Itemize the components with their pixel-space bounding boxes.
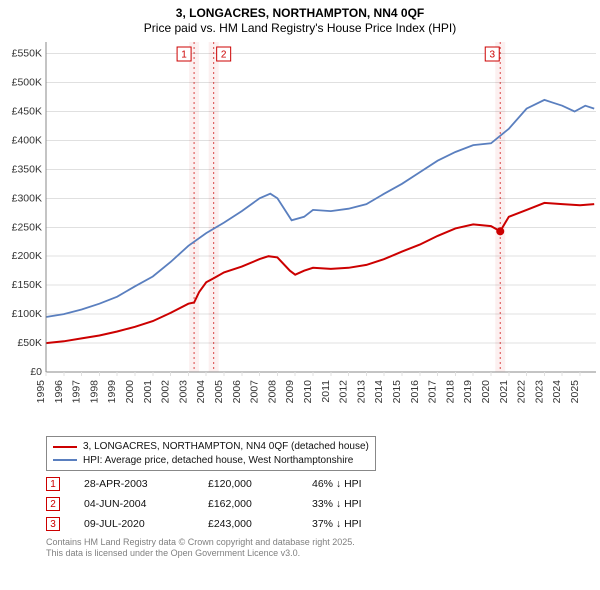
event-row-2: 2 04-JUN-2004 £162,000 33% ↓ HPI	[46, 497, 600, 511]
svg-text:2022: 2022	[516, 380, 528, 404]
svg-text:2005: 2005	[213, 380, 225, 404]
svg-text:2012: 2012	[338, 380, 350, 404]
title-line-1: 3, LONGACRES, NORTHAMPTON, NN4 0QF	[0, 6, 600, 21]
svg-text:2013: 2013	[355, 380, 367, 404]
event-delta-3: 37% ↓ HPI	[312, 518, 362, 530]
event-price-2: £162,000	[208, 498, 288, 510]
svg-text:2: 2	[221, 50, 227, 61]
event-price-1: £120,000	[208, 478, 288, 490]
svg-text:3: 3	[489, 50, 495, 61]
event-marker-1: 1	[46, 477, 60, 491]
event-price-3: £243,000	[208, 518, 288, 530]
svg-text:2003: 2003	[177, 380, 189, 404]
svg-text:2019: 2019	[462, 380, 474, 404]
event-row-3: 3 09-JUL-2020 £243,000 37% ↓ HPI	[46, 517, 600, 531]
event-marker-2: 2	[46, 497, 60, 511]
svg-text:2018: 2018	[444, 380, 456, 404]
svg-text:£450K: £450K	[12, 105, 42, 117]
svg-text:2006: 2006	[231, 380, 243, 404]
legend-text-2: HPI: Average price, detached house, West…	[83, 454, 353, 468]
legend-row-2: HPI: Average price, detached house, West…	[53, 454, 369, 468]
svg-text:£150K: £150K	[12, 279, 42, 291]
event-marker-3: 3	[46, 517, 60, 531]
event-delta-2: 33% ↓ HPI	[312, 498, 362, 510]
events-table: 1 28-APR-2003 £120,000 46% ↓ HPI 2 04-JU…	[46, 477, 600, 531]
legend-row-1: 3, LONGACRES, NORTHAMPTON, NN4 0QF (deta…	[53, 440, 369, 454]
svg-text:£300K: £300K	[12, 192, 42, 204]
chart-svg: 1 2 3 £0 £50K £100K £150K £200K £250K £300K £350K…	[0, 36, 600, 432]
event-date-1: 28-APR-2003	[84, 478, 184, 490]
svg-text:£250K: £250K	[12, 221, 42, 233]
svg-text:2009: 2009	[284, 380, 296, 404]
svg-text:2023: 2023	[533, 380, 545, 404]
svg-text:1995: 1995	[35, 380, 47, 404]
container: 3, LONGACRES, NORTHAMPTON, NN4 0QF Price…	[0, 0, 600, 590]
svg-text:2007: 2007	[249, 380, 261, 404]
svg-text:2000: 2000	[124, 380, 136, 404]
svg-text:£200K: £200K	[12, 250, 42, 262]
titles: 3, LONGACRES, NORTHAMPTON, NN4 0QF Price…	[0, 0, 600, 36]
svg-text:£400K: £400K	[12, 134, 42, 146]
svg-text:£350K: £350K	[12, 163, 42, 175]
svg-text:2004: 2004	[195, 380, 207, 404]
svg-text:£50K: £50K	[17, 337, 42, 349]
svg-text:£500K: £500K	[12, 77, 42, 89]
event-row-1: 1 28-APR-2003 £120,000 46% ↓ HPI	[46, 477, 600, 491]
svg-text:2020: 2020	[480, 380, 492, 404]
chart-area: 1 2 3 £0 £50K £100K £150K £200K £250K £300K £350K…	[0, 36, 600, 432]
svg-text:1998: 1998	[88, 380, 100, 404]
svg-text:£550K: £550K	[12, 48, 42, 60]
svg-text:1: 1	[181, 50, 187, 61]
footer-line-2: This data is licensed under the Open Gov…	[46, 548, 600, 559]
svg-text:1997: 1997	[71, 380, 83, 404]
legend: 3, LONGACRES, NORTHAMPTON, NN4 0QF (deta…	[46, 436, 376, 471]
footer: Contains HM Land Registry data © Crown c…	[46, 537, 600, 560]
svg-text:2014: 2014	[373, 380, 385, 404]
svg-text:1999: 1999	[106, 380, 118, 404]
svg-text:2016: 2016	[409, 380, 421, 404]
svg-text:2010: 2010	[302, 380, 314, 404]
svg-text:2025: 2025	[569, 380, 581, 404]
footer-line-1: Contains HM Land Registry data © Crown c…	[46, 537, 600, 548]
svg-text:2008: 2008	[266, 380, 278, 404]
svg-text:2001: 2001	[142, 380, 154, 404]
legend-swatch-1	[53, 446, 77, 448]
svg-text:2002: 2002	[160, 380, 172, 404]
legend-text-1: 3, LONGACRES, NORTHAMPTON, NN4 0QF (deta…	[83, 440, 369, 454]
event-date-2: 04-JUN-2004	[84, 498, 184, 510]
svg-text:2011: 2011	[320, 380, 332, 403]
svg-text:2024: 2024	[551, 380, 563, 404]
event-delta-1: 46% ↓ HPI	[312, 478, 362, 490]
svg-text:1996: 1996	[53, 380, 65, 404]
svg-text:2017: 2017	[427, 380, 439, 404]
title-line-2: Price paid vs. HM Land Registry's House …	[0, 21, 600, 36]
event-date-3: 09-JUL-2020	[84, 518, 184, 530]
svg-text:£100K: £100K	[12, 308, 42, 320]
svg-text:£0: £0	[30, 366, 42, 378]
legend-swatch-2	[53, 459, 77, 461]
svg-text:2021: 2021	[498, 380, 510, 404]
svg-text:2015: 2015	[391, 380, 403, 404]
